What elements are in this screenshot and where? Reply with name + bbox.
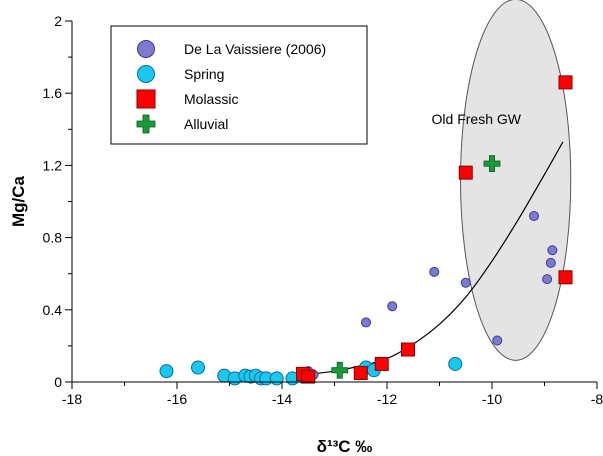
molassic-point [558,75,573,90]
y-tick-label: 2 [54,13,62,29]
de-la-vaissiere-2006-point [460,277,471,288]
alluvial-point [331,361,349,379]
molassic-point [558,270,573,285]
de-la-vaissiere-2006-point [361,317,371,328]
molassic-point [353,365,368,380]
y-tick-label: 0.4 [43,302,63,318]
legend: De La Vaissiere (2006) Spring Molassic Allu… [110,25,368,145]
x-tick-label: -14 [272,391,292,407]
de-la-vaissiere-2006-point [545,257,556,268]
de-la-vaissiere-2006-point [542,274,553,285]
x-tick-label: -12 [377,391,397,407]
de-la-vaissiere-2006-point [429,266,440,277]
molassic-point [401,342,415,357]
legend-label: Spring [184,66,224,82]
de-la-vaissiere-2006-point [387,301,398,312]
y-tick-label: 0 [54,374,62,390]
de-la-vaissiere-2006-point [492,335,503,346]
legend-marker [137,40,155,58]
legend-label: De La Vaissiere (2006) [184,41,326,57]
alluvial-point [483,155,501,172]
legend-marker [137,65,155,83]
legend-marker [136,89,156,109]
spring-point [159,364,174,379]
old-fresh-gw-region-layer [460,0,572,361]
y-tick-label: 1.6 [43,85,63,101]
x-axis-title: δ¹³C ‰ [317,437,373,456]
molassic-point [458,165,473,180]
y-tick-label: 1.2 [43,157,63,173]
data-points-layer [159,75,573,386]
x-tick-label: -10 [482,391,502,407]
y-axis-title: Mg/Ca [9,175,28,227]
x-tick-label: -8 [591,391,603,407]
trend-line-layer [302,141,564,376]
de-la-vaissiere-2006-point [529,210,539,221]
spring-point [191,360,205,375]
trend-line [302,141,564,376]
molassic-point [301,369,316,384]
x-tick-label: -16 [167,391,187,407]
annotation-layer: Old Fresh GW [432,111,522,127]
old-fresh-gw-ellipse [460,0,572,361]
x-tick-label: -18 [62,391,82,407]
molassic-point [374,356,389,371]
de-la-vaissiere-2006-point [547,245,558,256]
y-tick-label: 0.8 [43,230,63,246]
legend-marker [136,114,156,134]
spring-point [448,356,463,371]
old-fresh-gw-label: Old Fresh GW [432,111,522,127]
spring-point [269,371,284,386]
axes-layer: -18 -16 -14 -12 -10 -8 0 0.4 0.8 1.2 1.6 2 δ¹³C ‰ Mg/… [9,13,603,456]
legend-label: Alluvial [184,116,228,132]
legend-label: Molassic [184,91,238,107]
